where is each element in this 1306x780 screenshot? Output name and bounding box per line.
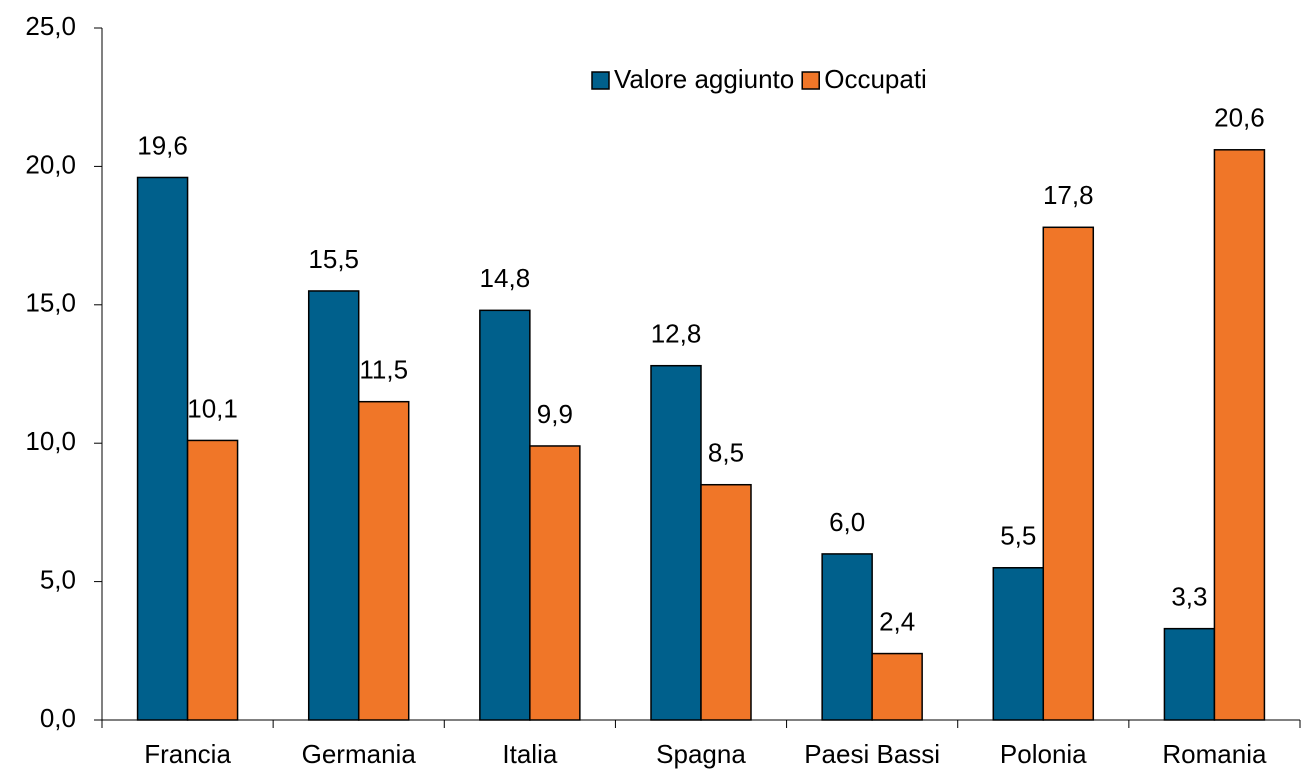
value-label: 14,8 xyxy=(480,263,531,293)
value-label: 17,8 xyxy=(1043,180,1094,210)
bar xyxy=(1042,226,1095,721)
y-tick-label: 25,0 xyxy=(25,11,76,41)
bar xyxy=(700,483,752,721)
x-tick-label: Paesi Bassi xyxy=(804,739,940,769)
value-label: 15,5 xyxy=(308,244,359,274)
bar xyxy=(357,400,410,721)
legend-swatch xyxy=(591,71,610,90)
bar xyxy=(871,652,923,721)
y-tick-label: 20,0 xyxy=(25,149,76,179)
value-label: 12,8 xyxy=(651,319,702,349)
bar xyxy=(1213,149,1266,721)
x-tick-label: Germania xyxy=(302,739,417,769)
value-label: 3,3 xyxy=(1171,582,1207,612)
x-tick-label: Italia xyxy=(502,739,557,769)
value-label: 19,6 xyxy=(137,130,188,160)
y-tick-label: 15,0 xyxy=(25,288,76,318)
value-label: 9,9 xyxy=(537,399,573,429)
bar xyxy=(529,445,581,721)
x-tick-label: Spagna xyxy=(656,739,746,769)
bar xyxy=(479,309,531,721)
bar xyxy=(307,290,360,721)
y-tick-label: 5,0 xyxy=(40,564,76,594)
bar xyxy=(186,439,239,721)
bar xyxy=(821,553,873,721)
bar xyxy=(136,176,189,721)
y-tick-label: 10,0 xyxy=(25,426,76,456)
value-label: 8,5 xyxy=(708,438,744,468)
value-label: 10,1 xyxy=(187,393,238,423)
x-tick-label: Romania xyxy=(1162,739,1267,769)
value-label: 20,6 xyxy=(1214,103,1265,133)
x-tick-label: Francia xyxy=(144,739,231,769)
value-label: 11,5 xyxy=(359,355,408,385)
x-tick-label: Polonia xyxy=(1000,739,1087,769)
legend-swatch xyxy=(801,71,820,90)
value-label: 5,5 xyxy=(1000,521,1036,551)
legend-label: Occupati xyxy=(824,64,927,94)
bar xyxy=(992,567,1045,721)
bar xyxy=(650,364,702,721)
value-label: 2,4 xyxy=(879,606,915,636)
value-label: 6,0 xyxy=(829,507,865,537)
legend-label: Valore aggiunto xyxy=(614,64,794,94)
bar xyxy=(1163,627,1216,721)
y-tick-label: 0,0 xyxy=(40,703,76,733)
